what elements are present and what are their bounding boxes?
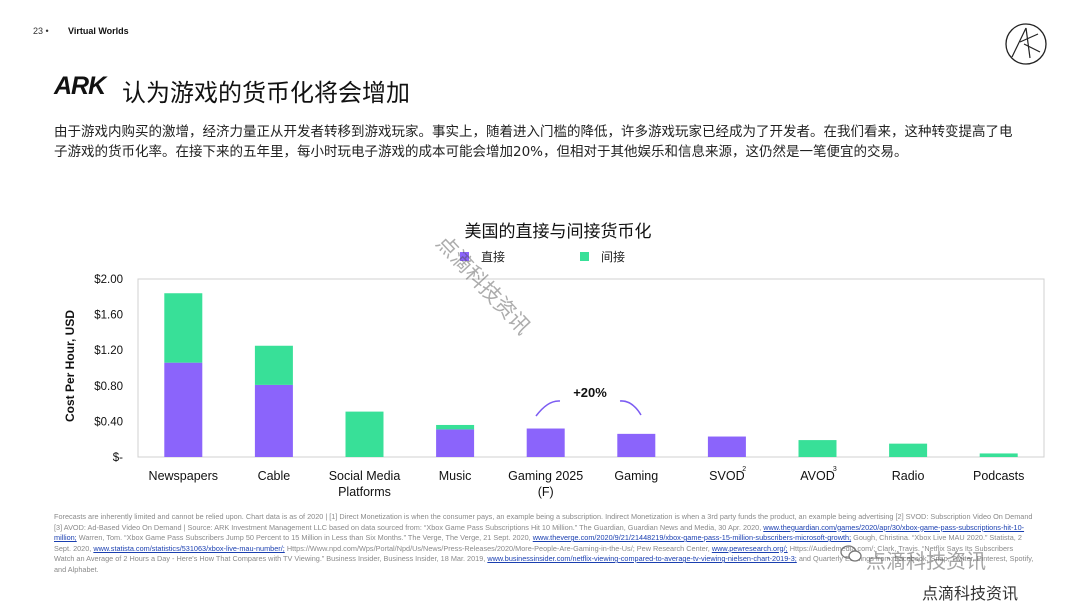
- watermark-wechat: 点滴科技资讯: [866, 549, 986, 573]
- bar-segment: [436, 424, 475, 430]
- y-axis-label: Cost Per Hour, USD: [63, 310, 77, 422]
- bar-segment: [707, 436, 746, 457]
- growth-annotation: +20%: [535, 385, 642, 417]
- footnote-text: Forecasts are inherently limited and can…: [54, 512, 1033, 532]
- intro-paragraph: 由于游戏内购买的激增，经济力量正从开发者转移到游戏玩家。事实上，随着进入门槛的降…: [54, 124, 1013, 160]
- footnote-text: Warren, Tom. “Xbox Game Pass Subscribers…: [78, 533, 531, 542]
- bar-segment: [345, 411, 384, 457]
- brand-name: ARK: [54, 72, 106, 100]
- source-link[interactable]: www.statista.com/statistics/531063/xbox-…: [93, 543, 285, 553]
- annotation-label: +20%: [573, 385, 607, 400]
- source-link[interactable]: www.pewresearch.org/;: [711, 543, 788, 553]
- y-tick-label: $1.60: [94, 310, 123, 322]
- x-tick-superscript: 3: [833, 466, 837, 473]
- y-tick-label: $0.40: [94, 416, 123, 428]
- legend-label: 间接: [601, 249, 625, 264]
- bar-segment: [436, 429, 475, 457]
- x-tick-label: Cable: [258, 469, 291, 483]
- y-axis: $- $0.40 $0.80 $1.20 $1.60 $2.00: [94, 274, 123, 464]
- source-link[interactable]: www.businessinsider.com/netflix-viewing-…: [487, 554, 797, 563]
- x-tick-label: AVOD: [800, 469, 835, 483]
- footnote-text: Gough, Christina. “Xbox Live MAU 2020.” …: [54, 533, 1022, 553]
- wechat-icon: [840, 545, 862, 562]
- footnote-text: and Quarterly Earnings from: Facebook, S…: [54, 554, 1034, 574]
- footnote: Forecasts are inherently limited and can…: [54, 512, 1034, 575]
- legend-swatch: [460, 252, 469, 261]
- legend-swatch: [580, 252, 589, 261]
- page-number: 23 •: [33, 26, 49, 36]
- bar-segment: [979, 453, 1018, 457]
- bar-segment: [254, 345, 293, 385]
- x-tick-label: Social Media Platforms: [329, 469, 401, 499]
- bar-segment: [889, 443, 928, 457]
- y-tick-label: $0.80: [94, 381, 123, 393]
- ark-logo-icon: [1005, 23, 1047, 65]
- x-tick-label: Gaming 2025 (F): [508, 469, 583, 499]
- chart-legend: 直接 间接: [460, 249, 625, 264]
- plot-area-frame: [137, 278, 1045, 458]
- x-tick-label: Music: [439, 469, 472, 483]
- section-title: Virtual Worlds: [68, 26, 129, 36]
- y-tick-label: $1.20: [94, 345, 123, 357]
- x-tick-label: Gaming: [614, 469, 658, 483]
- x-axis: Newspapers Cable Social Media Platforms Musi…: [149, 466, 1025, 499]
- source-link[interactable]: www.theverge.com/2020/9/21/21448219/xbox…: [532, 533, 852, 542]
- bar-segment: [526, 428, 565, 457]
- chart-title: 美国的直接与间接货币化: [465, 222, 652, 242]
- watermark-bottom: 点滴科技资讯: [922, 584, 1019, 603]
- bar-segment: [798, 440, 837, 457]
- y-tick-label: $2.00: [94, 274, 123, 286]
- bar-segment: [617, 433, 656, 457]
- y-tick-label: $-: [113, 452, 123, 464]
- legend-label: 直接: [481, 249, 505, 264]
- x-tick-superscript: 2: [742, 466, 746, 473]
- bar-segment: [164, 293, 203, 363]
- bars-group: [164, 293, 1018, 457]
- x-tick-label: Newspapers: [149, 469, 218, 483]
- bar-segment: [254, 384, 293, 457]
- x-tick-label: SVOD: [709, 469, 744, 483]
- x-tick-label: Podcasts: [973, 469, 1024, 483]
- footnote-text: Https://Audiedmedia.com/; Clark, Travis.…: [54, 543, 1014, 564]
- slide-title: 认为游戏的货币化将会增加: [122, 79, 410, 107]
- source-link[interactable]: www.theguardian.com/games/2020/apr/30/xb…: [54, 522, 1025, 543]
- bar-segment: [164, 362, 203, 457]
- x-tick-label: Radio: [892, 469, 925, 483]
- footnote-text: Https://Www.npd.com/Wps/Portal/Npd/Us/Ne…: [286, 543, 710, 553]
